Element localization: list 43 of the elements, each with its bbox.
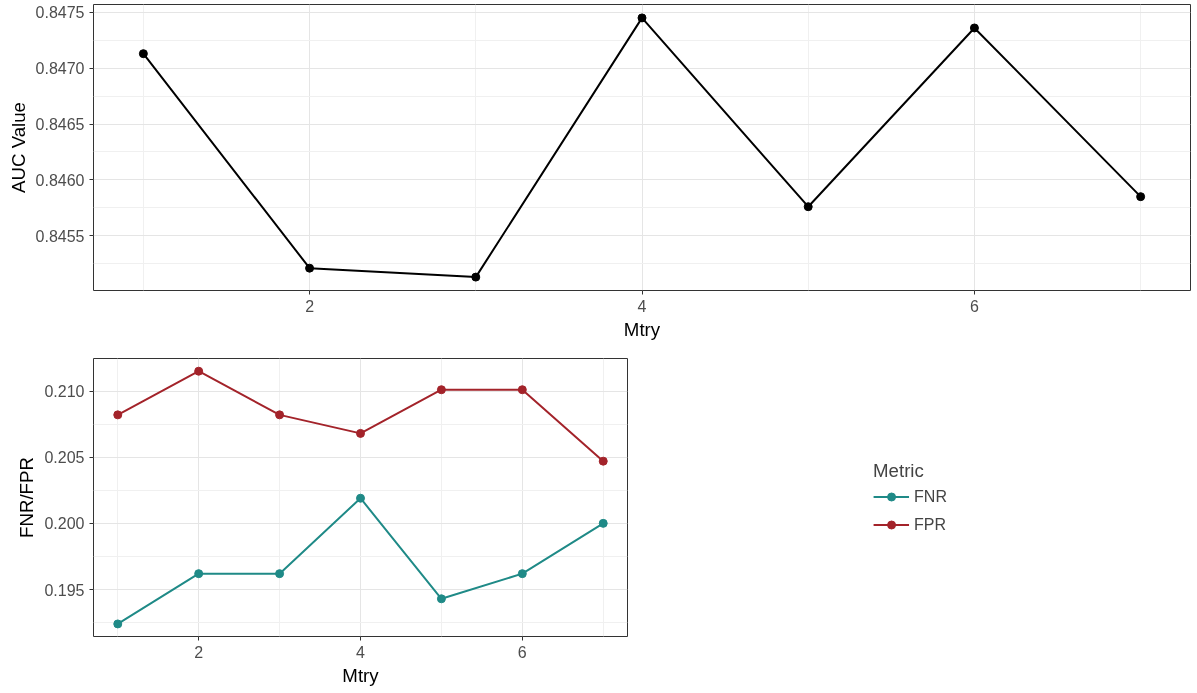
legend-label: FPR [914, 515, 947, 534]
point [138, 49, 148, 59]
point [113, 619, 123, 629]
x-tick-label: 4 [637, 297, 647, 315]
y-tick-label: 0.8475 [35, 4, 85, 22]
y-axis-title: FNR/FPR [16, 457, 38, 538]
x-tick-label: 4 [356, 643, 366, 661]
point [471, 272, 481, 282]
x-tick-label: 6 [969, 297, 979, 315]
x-tick-label: 2 [194, 643, 204, 661]
x-axis-title: Mtry [623, 318, 661, 340]
point [436, 594, 446, 604]
point [356, 493, 365, 503]
y-tick-label: 0.200 [44, 515, 85, 533]
point [598, 456, 608, 466]
point [275, 569, 285, 579]
y-tick-label: 0.205 [44, 449, 85, 467]
point [275, 410, 285, 420]
point [517, 385, 527, 395]
x-tick-label: 2 [305, 297, 315, 315]
y-axis-title: AUC Value [7, 102, 29, 193]
point [969, 23, 979, 33]
y-tick-label: 0.8455 [35, 227, 85, 245]
legend-label: FNR [914, 487, 947, 506]
point [517, 569, 527, 579]
y-tick-label: 0.8465 [35, 116, 85, 134]
point [194, 366, 204, 376]
point [637, 13, 647, 23]
point [356, 428, 365, 438]
y-tick-label: 0.210 [44, 383, 85, 401]
y-tick-label: 0.8460 [35, 171, 85, 189]
y-tick-label: 0.195 [44, 581, 85, 599]
point [598, 518, 608, 528]
x-tick-label: 6 [517, 643, 527, 661]
point [436, 385, 446, 395]
point [305, 263, 315, 273]
legend-title: Metric [873, 459, 925, 482]
y-tick-label: 0.8470 [35, 60, 85, 78]
point [1136, 192, 1146, 202]
x-axis-title: Mtry [342, 664, 380, 686]
point [194, 569, 204, 579]
point [803, 202, 813, 212]
point [113, 410, 123, 420]
